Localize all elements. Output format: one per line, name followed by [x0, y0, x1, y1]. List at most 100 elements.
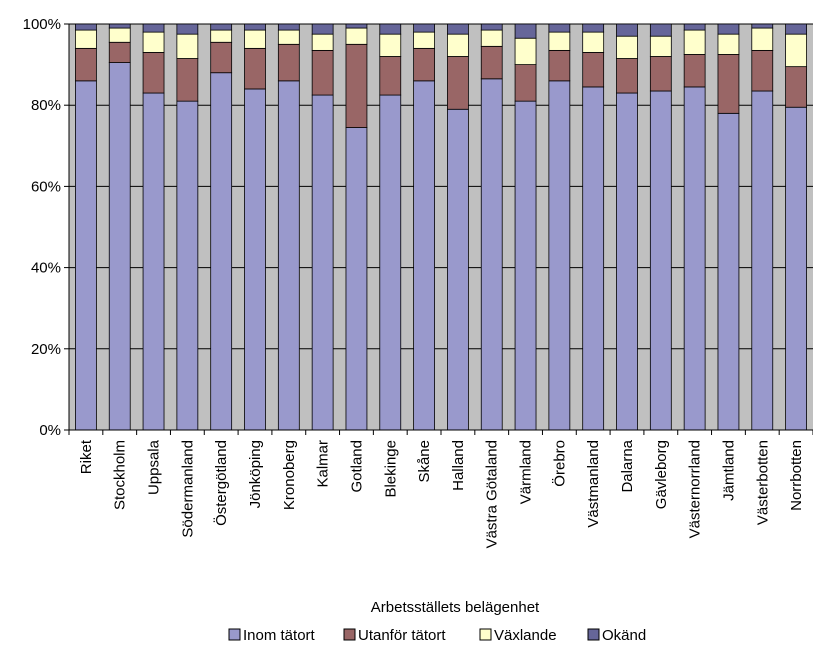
x-tick-label: Östergötland: [212, 440, 230, 526]
bar-segment-1: [244, 88, 266, 431]
bar-segment-1: [379, 94, 402, 431]
bar-segment-4: [548, 23, 571, 33]
bar-segment-4: [413, 23, 435, 33]
bar-segment-4: [751, 23, 774, 29]
x-tick-label: Riket: [78, 439, 95, 474]
bar-segment-1: [311, 94, 334, 431]
bar-segment-2: [413, 47, 435, 82]
bar-segment-4: [210, 23, 233, 31]
bar-segment-4: [717, 23, 740, 35]
bar-segment-2: [548, 49, 571, 82]
bar-segment-1: [683, 86, 706, 431]
x-tick-label: Värmland: [518, 440, 535, 504]
x-tick-label: Blekinge: [382, 440, 399, 498]
bar-segment-3: [480, 29, 503, 47]
bar-segment-3: [514, 37, 537, 65]
bar-segment-4: [75, 23, 97, 31]
bar-segment-2: [785, 66, 807, 108]
x-tick-label: Jönköping: [247, 440, 264, 508]
legend-swatch: [228, 628, 241, 641]
bar-segment-4: [311, 23, 334, 35]
bar-segment-2: [75, 47, 97, 82]
bar-segment-4: [244, 23, 266, 31]
legend-swatch: [479, 628, 492, 641]
x-tick-label: Västerbotten: [754, 440, 771, 525]
bar-segment-4: [616, 23, 638, 37]
bar-segment-1: [649, 90, 672, 431]
bar-segment-1: [447, 108, 469, 431]
bar-segment-1: [345, 127, 368, 431]
legend-title: Arbetsställets belägenhet: [371, 599, 540, 616]
y-tick-label: 40%: [31, 260, 61, 277]
y-tick-label: 20%: [31, 341, 61, 358]
bar-segment-4: [142, 23, 165, 33]
bar-segment-4: [649, 23, 672, 37]
x-tick-label: Skåne: [416, 440, 433, 483]
bar-segment-3: [277, 29, 300, 45]
x-tick-label: Gävleborg: [653, 440, 670, 509]
bar-segment-3: [345, 27, 368, 45]
bar-segment-4: [345, 23, 368, 29]
bar-segment-4: [480, 23, 503, 31]
bar-segment-3: [311, 33, 334, 51]
bar-segment-2: [582, 52, 605, 88]
bar-segment-3: [176, 33, 199, 59]
bar-segment-3: [616, 35, 638, 59]
legend-label: Växlande: [494, 627, 557, 644]
x-tick-label: Västra Götaland: [484, 440, 501, 548]
bar-segment-3: [683, 29, 706, 55]
bar-segment-2: [649, 56, 672, 92]
bar-segment-2: [142, 52, 165, 94]
legend-label: Inom tätort: [243, 627, 316, 644]
bar-segment-3: [785, 33, 807, 68]
x-axis: Riket Stockholm Uppsala Södermanland Östergö…: [68, 429, 813, 548]
bar-segment-4: [785, 23, 807, 35]
x-tick-label: Västernorrland: [687, 440, 704, 538]
legend-item: Okänd: [587, 627, 646, 644]
legend-swatch: [343, 628, 356, 641]
bar-segment-1: [785, 106, 807, 431]
bar-segment-2: [751, 49, 774, 92]
bar-segment-1: [480, 78, 503, 431]
x-tick-label: Västmanland: [585, 440, 602, 528]
bar-segment-4: [176, 23, 199, 35]
y-axis: 0% 20% 40% 60% 80% 100%: [23, 16, 70, 439]
bar-segment-3: [582, 31, 605, 53]
legend-label: Utanför tätort: [358, 627, 446, 644]
x-tick-label: Jämtland: [720, 440, 737, 501]
bar-segment-2: [108, 41, 131, 63]
bar-segment-3: [548, 31, 571, 51]
bar-segment-2: [277, 43, 300, 82]
bar-segment-2: [345, 43, 368, 128]
bar-segment-2: [447, 56, 469, 110]
bar-segment-1: [176, 100, 199, 431]
y-tick-label: 80%: [31, 97, 61, 114]
legend-swatch: [587, 628, 600, 641]
x-tick-label: Södermanland: [179, 440, 196, 538]
bar-segment-1: [717, 112, 740, 431]
x-tick-label: Kalmar: [315, 440, 332, 488]
bar-segment-4: [379, 23, 402, 35]
bar-segment-4: [514, 23, 537, 39]
bar-segment-1: [413, 80, 435, 431]
plot-area: [69, 23, 813, 431]
bar-segment-1: [548, 80, 571, 431]
x-tick-label: Örebro: [550, 440, 568, 487]
x-tick-label: Uppsala: [146, 439, 163, 495]
bar-segment-4: [108, 23, 131, 29]
bar-segment-1: [514, 100, 537, 431]
bar-segment-2: [379, 56, 402, 96]
bar-segment-3: [649, 35, 672, 57]
bar-segment-2: [480, 45, 503, 80]
x-tick-label: Kronoberg: [281, 440, 298, 510]
bar-segment-1: [75, 80, 97, 431]
bar-segment-1: [142, 92, 165, 431]
bar-segment-2: [210, 41, 233, 74]
bar-segment-1: [582, 86, 605, 431]
bar-segment-1: [277, 80, 300, 431]
bar-segment-3: [751, 27, 774, 51]
legend-item: Inom tätort: [228, 627, 316, 644]
bar-segment-2: [683, 54, 706, 88]
bar-segment-2: [717, 54, 740, 114]
